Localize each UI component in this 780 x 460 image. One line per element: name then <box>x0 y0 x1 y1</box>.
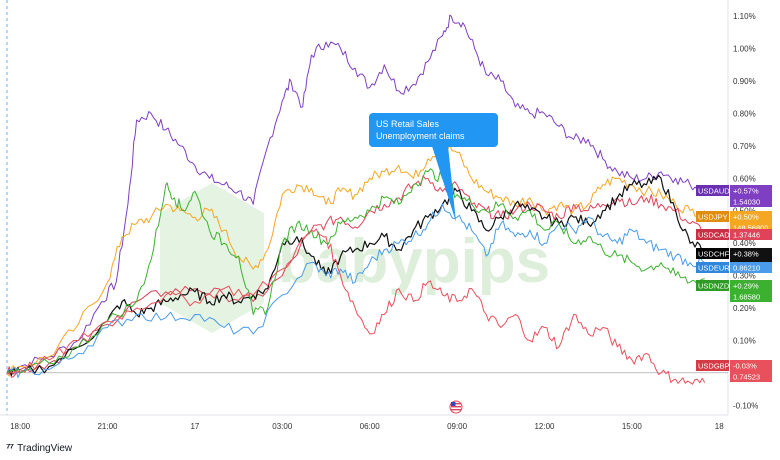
price-tag-name-box <box>696 248 729 259</box>
price-tag-name: USDAUD <box>698 187 730 196</box>
y-tick-label: 1.10% <box>733 12 756 21</box>
y-tick-label: 0.80% <box>733 109 756 118</box>
price-tag-price: 0.86210 <box>733 264 760 273</box>
x-tick-label: 18 <box>715 422 724 431</box>
x-tick-label: 09:00 <box>447 422 468 431</box>
price-tag-percent: +0.29% <box>733 282 759 291</box>
series-line-usdeur <box>6 203 705 378</box>
x-axis-ticks: 18:00 21:00 17 03:00 06:00 09:00 12:00 15:00 18 <box>10 422 724 431</box>
series-line-usdcad <box>6 175 706 378</box>
price-tag-usdjpy: USDJPY +0.50% 148.56800 <box>696 211 772 233</box>
price-tag-percent: -0.03% <box>733 362 757 371</box>
watermark: babypips <box>160 183 550 333</box>
y-tick-label: 0.10% <box>733 336 756 345</box>
price-tag-usdnzd: USDNZD +0.29% 1.68580 <box>696 280 772 302</box>
price-tag-value-box <box>730 185 772 207</box>
y-tick-label: 0.70% <box>733 142 756 151</box>
price-tag-price: 1.68580 <box>733 293 760 302</box>
annotation-pointer <box>432 146 456 222</box>
x-tick-label: 12:00 <box>534 422 555 431</box>
price-tag-price: 1.54030 <box>733 198 760 207</box>
x-tick-label: 17 <box>190 422 199 431</box>
price-tag-name-box <box>696 280 729 291</box>
price-tag-name: USDJPY <box>698 213 728 222</box>
price-tag-usdeur: USDEUR 0.86210 <box>696 262 772 273</box>
price-tag-name: USDCHF <box>698 250 730 259</box>
price-tag-name-box <box>696 229 729 240</box>
price-tag-price: 1.37446 <box>733 231 760 240</box>
price-tag-percent: +0.38% <box>733 250 759 259</box>
price-tag-name-box <box>696 211 729 222</box>
y-tick-label: 1.00% <box>733 45 756 54</box>
price-tag-name: USDNZD <box>698 282 730 291</box>
price-tag-name-box <box>696 185 729 196</box>
series-line-usdjpy <box>6 145 706 377</box>
y-tick-label: 0.20% <box>733 304 756 313</box>
price-tag-name: USDEUR <box>698 264 730 273</box>
price-tag-usdaud: USDAUD +0.57% 1.54030 <box>696 185 772 207</box>
annotation-box <box>369 113 498 147</box>
y-tick-label: -0.10% <box>733 401 758 410</box>
x-tick-label: 06:00 <box>360 422 381 431</box>
price-tag-name-box <box>696 360 729 371</box>
y-tick-label: 0.60% <box>733 174 756 183</box>
us-flag-icon[interactable] <box>449 400 463 414</box>
branding-footer: ⁷⁷ TradingView <box>6 442 72 454</box>
series-layer <box>6 14 706 385</box>
price-tags: USDAUD +0.57% 1.54030 USDJPY +0.50% 148.56800… <box>696 185 772 382</box>
price-tag-percent: +0.57% <box>733 187 759 196</box>
watermark-text: babypips <box>278 227 550 296</box>
series-line-usdaud <box>6 14 706 375</box>
price-tag-value-box <box>730 360 772 382</box>
annotation-line-1: US Retail Sales <box>376 119 440 129</box>
series-line-usdchf <box>6 174 706 376</box>
price-tag-value-box <box>730 262 772 273</box>
series-line-usdgbp <box>6 228 706 385</box>
branding-name: TradingView <box>17 442 73 454</box>
series-line-usdnzd <box>6 168 705 374</box>
price-tag-name-box <box>696 262 729 273</box>
y-tick-label: 0.40% <box>733 239 756 248</box>
price-tag-usdcad: USDCAD 1.37446 <box>696 229 772 240</box>
y-tick-label: 0.90% <box>733 77 756 86</box>
price-tag-value-box <box>730 229 772 240</box>
annotation-line-2: Unemployment claims <box>376 131 465 141</box>
y-tick-label: 0.30% <box>733 272 756 281</box>
price-tag-price: 148.56800 <box>733 224 768 233</box>
price-tag-value-box <box>730 211 772 233</box>
babypips-logo-icon <box>160 183 264 333</box>
x-tick-label: 21:00 <box>97 422 118 431</box>
price-tag-percent: +0.50% <box>733 213 759 222</box>
x-tick-label: 18:00 <box>10 422 31 431</box>
price-tag-usdgbp: USDGBP -0.03% 0.74523 <box>696 360 772 382</box>
price-tag-name: USDGBP <box>698 362 730 371</box>
x-tick-label: 03:00 <box>272 422 293 431</box>
x-tick-label: 15:00 <box>622 422 643 431</box>
news-annotation: US Retail Sales Unemployment claims <box>369 113 498 222</box>
price-tag-price: 0.74523 <box>733 373 760 382</box>
price-tag-name: USDCAD <box>698 231 730 240</box>
price-tag-value-box <box>730 280 772 302</box>
tradingview-icon: ⁷⁷ <box>6 442 14 454</box>
